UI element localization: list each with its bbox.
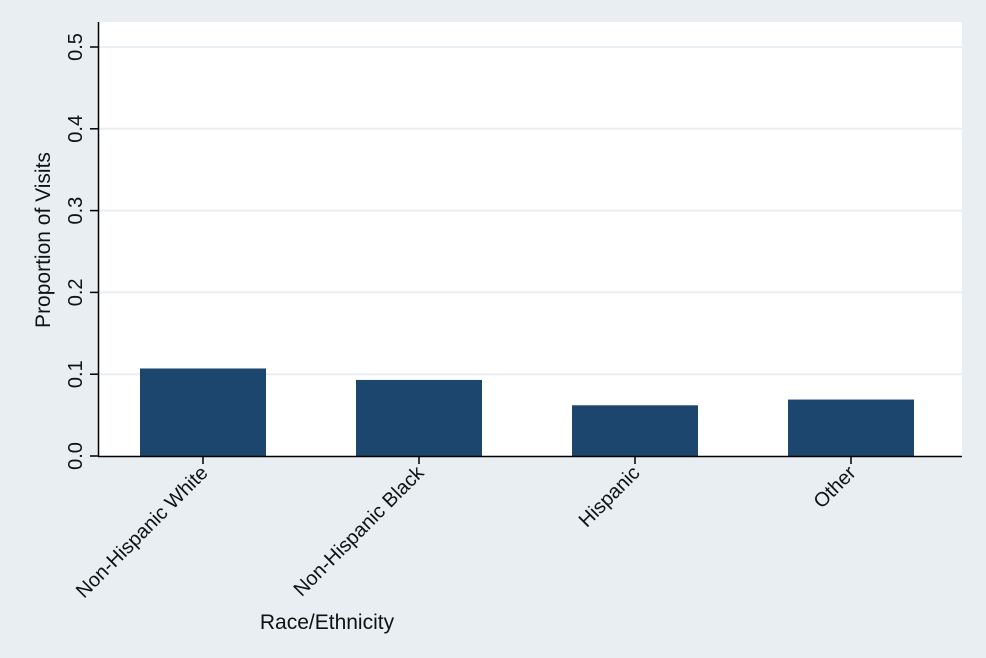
x-tick-label: Other (810, 462, 861, 513)
y-axis-label: Proportion of Visits (32, 152, 55, 328)
y-tick-label: 0.3 (65, 197, 87, 225)
x-axis-label: Race/Ethnicity (260, 611, 395, 634)
x-tick-label: Hispanic (575, 462, 645, 532)
y-tick-label: 0.0 (65, 442, 87, 470)
x-ticks: Non-Hispanic White Non-Hispanic Black Hisp… (72, 456, 861, 603)
y-tick-label: 0.2 (65, 278, 87, 306)
bars (140, 368, 914, 456)
bar (788, 399, 914, 456)
y-ticks: 0.0 0.1 0.2 0.3 0.4 0.5 (65, 33, 98, 470)
bar (140, 368, 266, 456)
x-tick-label: Non-Hispanic Black (290, 461, 430, 601)
bar (572, 405, 698, 456)
x-tick-label: Non-Hispanic White (72, 462, 213, 603)
y-tick-label: 0.5 (65, 33, 87, 61)
y-tick-label: 0.1 (65, 360, 87, 388)
y-tick-label: 0.4 (65, 115, 87, 143)
bar (356, 379, 482, 456)
